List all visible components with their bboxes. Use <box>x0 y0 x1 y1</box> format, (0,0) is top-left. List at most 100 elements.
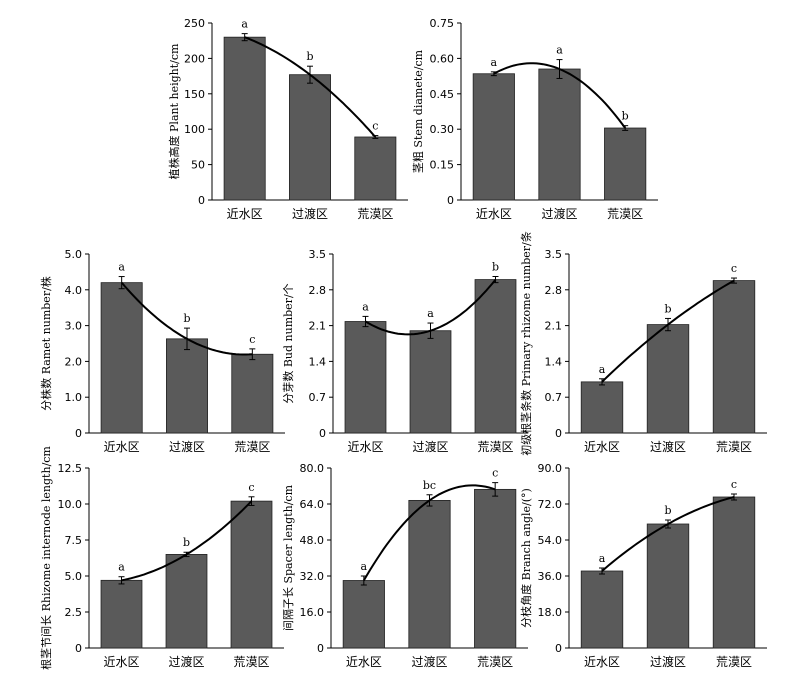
y-tick-label: 0.15 <box>430 159 455 172</box>
bar <box>474 488 517 649</box>
bar <box>100 579 143 649</box>
x-category-label: 近水区 <box>227 207 263 221</box>
x-category-label: 近水区 <box>347 440 383 454</box>
y-tick-label: 1.4 <box>545 355 563 368</box>
y-tick-label: 2.5 <box>65 606 83 619</box>
y-tick-label: 3.5 <box>309 248 327 261</box>
y-tick-label: 5.0 <box>65 248 83 261</box>
x-category-label: 荒漠区 <box>233 655 269 669</box>
significance-letter: c <box>731 478 737 491</box>
significance-letter: a <box>599 363 606 376</box>
trend-curve <box>601 279 735 383</box>
bar <box>342 580 385 649</box>
trend-curve <box>121 500 253 582</box>
y-tick-label: 0.45 <box>430 88 455 101</box>
y-tick-label: 1.0 <box>65 391 83 404</box>
y-tick-label: 0 <box>319 427 326 440</box>
y-tick-label: 7.5 <box>65 534 83 547</box>
chart-panel-6: 0 2.5 5.0 7.5 10.0 12.5 a 近水区 b 过渡区 c 荒漠区 根茎节间长 Rhiz… <box>39 446 284 670</box>
significance-letter: c <box>372 120 378 133</box>
y-tick-label: 2.8 <box>545 284 563 297</box>
bar <box>408 499 451 649</box>
trend-curve <box>362 484 496 582</box>
significance-letter: b <box>183 312 190 325</box>
y-tick-label: 80.0 <box>300 462 325 475</box>
y-tick-label: 0 <box>75 642 82 655</box>
significance-letter: a <box>491 56 498 69</box>
x-category-label: 近水区 <box>104 440 140 454</box>
x-category-label: 过渡区 <box>650 439 686 454</box>
y-tick-label: 0 <box>447 194 454 207</box>
y-tick-label: 0.30 <box>430 123 455 136</box>
y-tick-label: 2.1 <box>309 320 327 333</box>
x-category-label: 过渡区 <box>168 654 204 669</box>
trend-curve <box>244 36 377 138</box>
significance-letter: c <box>248 481 254 494</box>
x-category-label: 近水区 <box>584 440 620 454</box>
y-tick-label: 10.0 <box>58 498 83 511</box>
bar <box>231 353 274 434</box>
x-category-label: 荒漠区 <box>234 440 270 454</box>
significance-letter: bc <box>423 479 436 492</box>
chart-panel-8: 0 18.0 36.0 54.0 72.0 90.0 a 近水区 b 过渡区 c 荒漠区 分枝角度 Br… <box>519 462 767 669</box>
bar <box>712 280 756 434</box>
trend-curve <box>601 496 735 572</box>
x-category-label: 过渡区 <box>650 654 686 669</box>
y-tick-label: 1.4 <box>309 355 327 368</box>
y-tick-label: 16.0 <box>300 606 325 619</box>
x-category-label: 近水区 <box>103 655 139 669</box>
y-axis-title: 分枝角度 Branch angle/(°) <box>519 488 533 628</box>
y-tick-label: 0 <box>75 427 82 440</box>
y-tick-label: 0.60 <box>430 52 455 65</box>
y-tick-label: 250 <box>184 17 205 30</box>
significance-letter: b <box>664 302 671 315</box>
significance-letter: b <box>622 110 629 123</box>
chart-panel-3: 0 1.0 2.0 3.0 4.0 5.0 a 近水区 b 过渡区 c 荒漠区 分株数 Ramet nu… <box>39 248 285 454</box>
bar <box>580 570 624 649</box>
bar <box>538 68 581 201</box>
y-tick-label: 0 <box>198 194 205 207</box>
y-tick-label: 36.0 <box>538 570 563 583</box>
y-tick-label: 150 <box>184 88 205 101</box>
significance-letter: c <box>492 467 498 480</box>
trend-curve <box>120 281 253 356</box>
y-tick-label: 0.7 <box>309 391 327 404</box>
bar <box>409 330 452 434</box>
chart-panel-5: 0 0.7 1.4 2.1 2.8 3.5 a 近水区 b 过渡区 c 荒漠区 初级根茎条数 Prima… <box>519 231 767 456</box>
bar <box>472 73 515 201</box>
y-axis-title: 初级根茎条数 Primary rhizome number/条 <box>519 231 533 455</box>
significance-letter: c <box>249 333 255 346</box>
x-category-label: 过渡区 <box>412 439 448 454</box>
bar <box>646 324 690 434</box>
trend-curve <box>493 62 626 129</box>
significance-letter: b <box>183 536 190 549</box>
x-category-label: 过渡区 <box>411 654 447 669</box>
y-tick-label: 72.0 <box>538 498 563 511</box>
y-tick-label: 64.0 <box>300 498 325 511</box>
y-axis-title: 植株高度 Plant height/cm <box>167 43 181 180</box>
significance-letter: a <box>241 18 248 31</box>
y-tick-label: 18.0 <box>538 606 563 619</box>
significance-letter: a <box>118 261 125 274</box>
y-tick-label: 200 <box>184 52 205 65</box>
y-axis-title: 茎粗 Stem diamete/cm <box>412 49 425 173</box>
bar <box>230 500 273 649</box>
y-axis-title: 间隔子长 Spacer length/cm <box>282 484 295 631</box>
bar <box>354 136 397 201</box>
y-tick-label: 4.0 <box>65 284 83 297</box>
y-axis-title: 分芽数 Bud number/个 <box>281 283 295 403</box>
x-category-label: 荒漠区 <box>477 655 513 669</box>
x-category-label: 荒漠区 <box>357 207 393 221</box>
bar <box>604 127 647 201</box>
y-tick-label: 32.0 <box>300 570 325 583</box>
y-axis-title: 根茎节间长 Rhizome internode length/cm <box>39 446 53 670</box>
x-category-label: 近水区 <box>346 655 382 669</box>
y-tick-label: 3.5 <box>545 248 563 261</box>
x-category-label: 过渡区 <box>169 439 205 454</box>
y-tick-label: 48.0 <box>300 534 325 547</box>
y-tick-label: 0 <box>555 427 562 440</box>
x-category-label: 荒漠区 <box>716 655 752 669</box>
y-axis-title: 分株数 Ramet number/株 <box>39 276 53 411</box>
trend-curve <box>365 278 497 336</box>
